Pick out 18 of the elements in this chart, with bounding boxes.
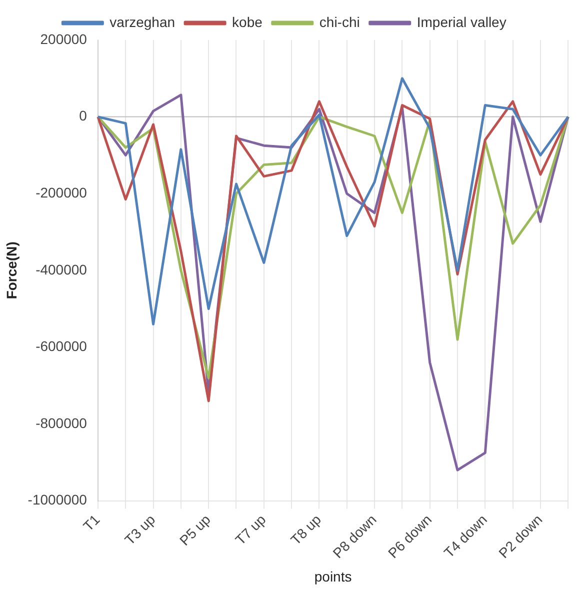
x-tick-label: T1 <box>80 511 103 534</box>
y-tick-label: -200000 <box>36 184 88 200</box>
y-axis-title: Force(N) <box>3 242 20 300</box>
x-tick-label: T7 up <box>232 511 269 548</box>
y-tick-label: -600000 <box>36 338 88 354</box>
y-tick-label: -400000 <box>36 261 88 278</box>
legend-label: Imperial valley <box>416 14 506 30</box>
y-tick-label: -800000 <box>36 414 88 431</box>
y-tick-label: 200000 <box>40 30 88 47</box>
legend-label: kobe <box>232 14 263 30</box>
x-tick-label: P5 up <box>176 511 214 548</box>
x-tick-label: T3 up <box>121 511 158 548</box>
y-tick-label: 0 <box>79 108 88 124</box>
legend-label: chi-chi <box>319 14 360 30</box>
x-tick-label: T8 up <box>287 511 324 548</box>
x-axis-title: points <box>314 568 352 584</box>
y-tick-label: -1000000 <box>28 492 88 508</box>
legend-label: varzeghan <box>110 14 176 30</box>
